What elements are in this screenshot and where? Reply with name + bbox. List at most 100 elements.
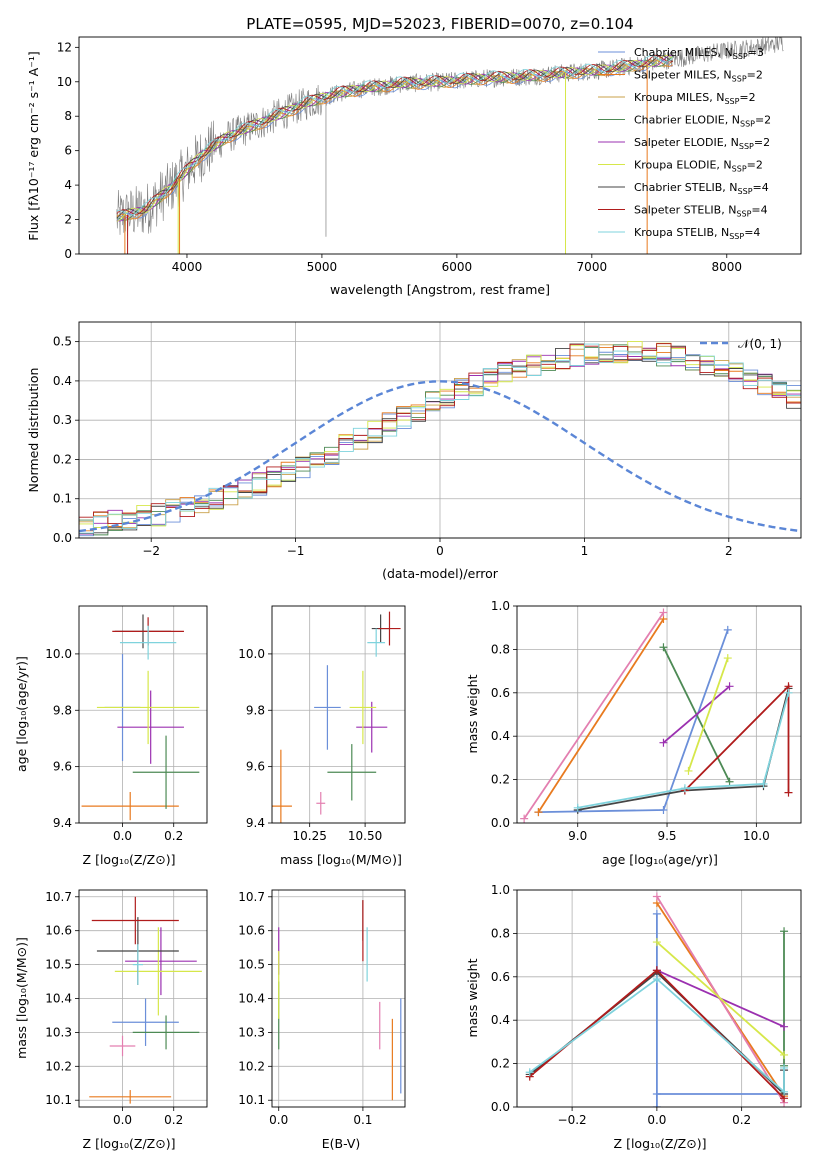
weight-marker (725, 777, 734, 786)
y-tick-label: 10.2 (238, 1059, 265, 1073)
weight-marker (525, 1068, 534, 1077)
x-tick-label: 1 (581, 544, 589, 558)
legend-label: Kroupa ELODIE, NSSP=2 (634, 159, 763, 174)
weight-marker (759, 779, 768, 788)
weight-marker (652, 966, 661, 975)
weight-marker (780, 1022, 789, 1031)
y-tick-label: 0.6 (491, 686, 510, 700)
y-tick-label: 9.4 (246, 816, 265, 830)
model-line-kroupa-stelib (116, 55, 674, 216)
y-tick-label: 10.4 (238, 992, 265, 1006)
residual-histogram-panel: (data-model)/error Normed distribution −… (26, 321, 802, 581)
age-massweight-panel: age [log₁₀(age/yr)] mass weight 9.0 9.5 10… (465, 599, 802, 867)
y-tick-label: 0.8 (491, 642, 510, 656)
weight-line-salpeter-stelib (684, 684, 790, 793)
weight-marker (659, 805, 668, 814)
plot-area (89, 896, 202, 1104)
x-tick-label: 9.0 (568, 829, 587, 843)
weight-marker (652, 892, 661, 901)
y-tick-label: 4 (64, 178, 72, 192)
x-tick-label: 5000 (307, 260, 338, 274)
spectrum-panel: PLATE=0595, MJD=52023, FIBERID=0070, z=0… (26, 15, 802, 297)
weight-line-salpeter-elodie (662, 685, 731, 744)
model-line-salpeter-stelib (116, 55, 673, 215)
x-tick-label: 0.0 (269, 1113, 288, 1127)
y-tick-label: 0.2 (491, 1057, 510, 1071)
weight-line-kroupa-elodie (687, 657, 729, 772)
histogram-xlabel: (data-model)/error (382, 566, 499, 581)
legend-label: Chabrier STELIB, NSSP=4 (634, 181, 769, 196)
y-tick-label: 10.6 (45, 924, 72, 938)
y-tick-label: 0.2 (491, 773, 510, 787)
y-tick-label: 9.4 (53, 816, 72, 830)
weight-marker (780, 1050, 789, 1059)
normal-legend-label: 𝒩(0, 1) (738, 337, 782, 351)
mass-age-panel: mass [log₁₀(M/M⊙)] 10.25 10.50 9.4 9.6 9.8 10… (238, 605, 406, 867)
y-tick-label: 0.3 (53, 413, 72, 427)
axes-frame (516, 889, 802, 1108)
legend-label: Chabrier ELODIE, NSSP=2 (634, 114, 771, 129)
plot-area (520, 608, 793, 823)
x-tick-label: 8000 (712, 260, 743, 274)
z-massweight-ylabel: mass weight (465, 958, 480, 1037)
y-tick-label: 8 (64, 109, 72, 123)
model-line-chabrier-miles (116, 59, 673, 222)
y-tick-label: 0.4 (53, 374, 72, 388)
ebv-mass-xlabel: E(B-V) (322, 1136, 361, 1151)
y-tick-label: 12 (57, 40, 72, 54)
weight-marker (652, 1103, 661, 1107)
legend-label: Salpeter MILES, NSSP=2 (634, 69, 763, 84)
spectrum-legend: Chabrier MILES, NSSP=3 Salpeter MILES, NS… (598, 46, 771, 241)
plot-area (525, 892, 789, 1107)
spectrum-xlabel: wavelength [Angstrom, rest frame] (330, 282, 550, 297)
weight-marker (652, 909, 661, 918)
weight-marker (652, 1089, 661, 1098)
weight-marker (520, 814, 529, 823)
y-tick-label: 10.7 (238, 890, 265, 904)
y-tick-label: 0.1 (53, 492, 72, 506)
x-tick-label: 10.25 (293, 829, 327, 843)
plot-area (278, 900, 402, 1101)
plot-area (272, 611, 401, 823)
plot-area (116, 37, 784, 254)
x-tick-label: 10.50 (348, 829, 382, 843)
weight-marker (780, 927, 789, 936)
y-tick-label: 10.1 (45, 1093, 72, 1107)
legend-label: Salpeter STELIB, NSSP=4 (634, 204, 768, 219)
weight-line-chabrier-miles (656, 913, 784, 1107)
x-tick-label: 0.2 (732, 1113, 751, 1127)
z-age-ylabel: age [log₁₀(age/yr)] (14, 656, 29, 772)
weight-line-kroupa-elodie (656, 941, 785, 1056)
x-tick-label: 10.0 (743, 829, 770, 843)
x-tick-label: 0.1 (353, 1113, 372, 1127)
x-tick-label: 6000 (442, 260, 473, 274)
x-tick-label: 0.0 (113, 1113, 132, 1127)
y-tick-label: 10.2 (45, 1059, 72, 1073)
weight-line-kroupa-stelib (529, 977, 785, 1094)
weight-line-salpeter-miles (537, 618, 665, 813)
y-tick-label: 2 (64, 213, 72, 227)
z-mass-panel: Z [log₁₀(Z/Z⊙)] mass [log₁₀(M/M⊙)] 0.0 0.… (14, 889, 208, 1151)
y-tick-label: 10.3 (45, 1025, 72, 1039)
weight-marker (534, 808, 543, 817)
x-tick-label: 4000 (172, 260, 203, 274)
weight-marker (684, 766, 693, 775)
y-tick-label: 0.0 (491, 1100, 510, 1114)
y-tick-label: 10.5 (45, 958, 72, 972)
age-massweight-xlabel: age [log₁₀(age/yr)] (602, 852, 718, 867)
axes-frame (78, 36, 802, 255)
y-tick-label: 9.6 (246, 760, 265, 774)
ebv-mass-panel: E(B-V) 0.0 0.1 10.1 10.2 10.3 10.4 10.5 10.6 10.… (238, 889, 406, 1151)
y-tick-label: 9.8 (53, 703, 72, 717)
y-tick-label: 0.4 (491, 1013, 510, 1027)
x-tick-label: −1 (287, 544, 305, 558)
histogram-kroupa-stelib (79, 343, 801, 538)
legend-label: Kroupa STELIB, NSSP=4 (634, 226, 760, 241)
x-tick-label: 0 (436, 544, 444, 558)
y-tick-label: 0.0 (491, 816, 510, 830)
weight-marker (680, 784, 689, 793)
z-age-panel: Z [log₁₀(Z/Z⊙)] age [log₁₀(age/yr)] 0.0 0… (14, 605, 208, 867)
y-tick-label: 10.7 (45, 890, 72, 904)
axes-frame (271, 605, 406, 824)
